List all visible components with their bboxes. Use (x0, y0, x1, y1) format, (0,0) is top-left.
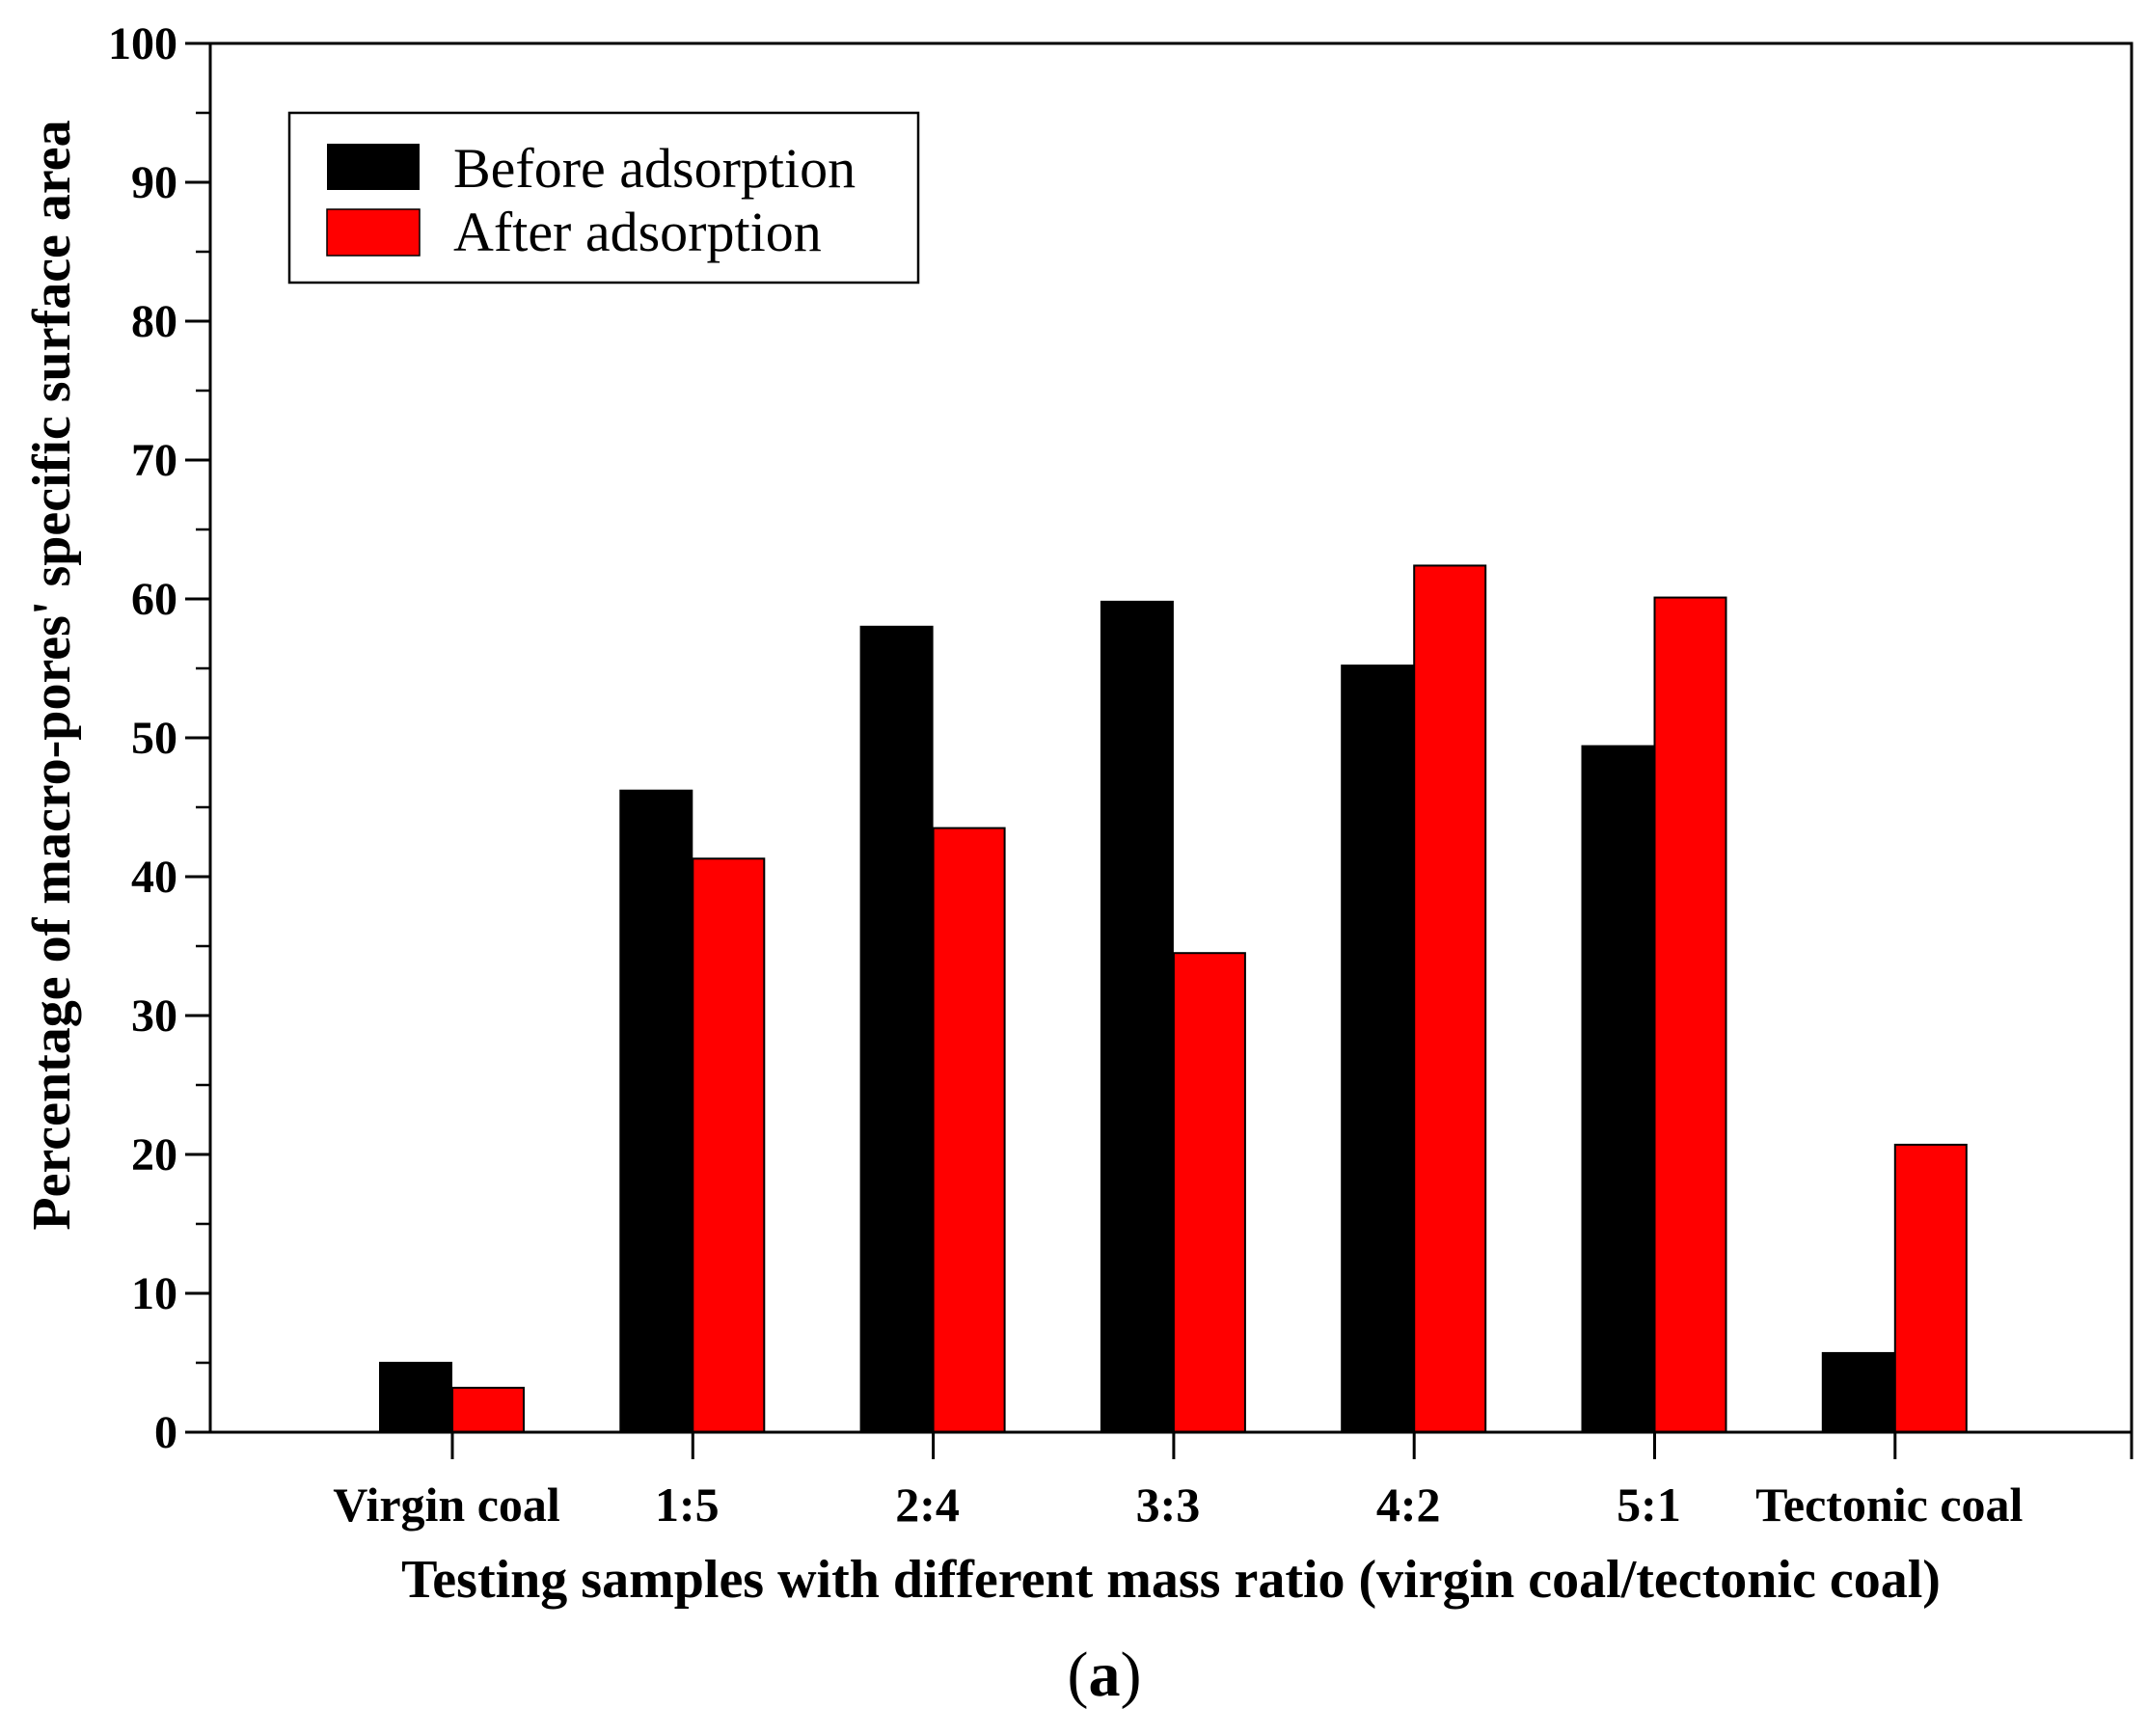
y-tick-label-100: 100 (108, 18, 177, 69)
x-tick-label-2: 1:5 (655, 1478, 720, 1532)
bar-before-2 (619, 789, 693, 1433)
panel-label-close: ) (1121, 1640, 1142, 1710)
bar-before-1 (379, 1362, 452, 1433)
bar-before-6 (1581, 745, 1655, 1433)
y-tick-label-10: 10 (131, 1268, 177, 1319)
y-tick-label-80: 80 (131, 296, 177, 347)
x-tick-label-3: 2:4 (895, 1478, 960, 1532)
legend: Before adsorption After adsorption (287, 111, 920, 285)
y-tick-label-60: 60 (131, 574, 177, 625)
x-axis-ticks: Virgin coal 1:5 2:4 3:3 4:2 5:1 Tectonic coal (333, 1432, 2133, 1532)
legend-swatch-before (327, 144, 420, 190)
bar-before-5 (1341, 665, 1415, 1433)
x-tick-label-5: 4:2 (1376, 1478, 1441, 1532)
y-tick-label-70: 70 (131, 435, 177, 486)
y-tick-label-30: 30 (131, 990, 177, 1042)
plot-frame (208, 41, 2133, 1434)
bar-after-6 (1653, 596, 1727, 1433)
y-tick-label-50: 50 (131, 713, 177, 764)
bar-after-5 (1413, 564, 1487, 1433)
bar-before-3 (859, 625, 934, 1433)
y-axis-ticks: 0 10 20 30 40 50 60 70 80 90 100 (108, 18, 210, 1458)
bars (379, 564, 1968, 1434)
x-tick-label-1: Virgin coal (333, 1478, 560, 1532)
bar-after-1 (451, 1386, 525, 1434)
bar-before-7 (1821, 1351, 1895, 1434)
bar-after-7 (1893, 1143, 1968, 1434)
bar-after-4 (1172, 952, 1246, 1433)
legend-label-after: After adsorption (453, 201, 822, 263)
panel-label-open: ( (1068, 1640, 1089, 1710)
y-tick-label-0: 0 (154, 1407, 177, 1458)
y-tick-label-90: 90 (131, 157, 177, 208)
y-tick-label-40: 40 (131, 852, 177, 903)
bar-after-2 (692, 857, 766, 1433)
bar-before-4 (1100, 600, 1174, 1433)
y-tick-label-20: 20 (131, 1129, 177, 1180)
x-axis-title: Testing samples with different mass rati… (401, 1550, 1941, 1610)
x-tick-label-6: 5:1 (1617, 1478, 1681, 1532)
bar-after-3 (932, 827, 1006, 1433)
panel-label-letter: a (1089, 1640, 1121, 1710)
legend-swatch-after (326, 208, 421, 257)
x-tick-label-4: 3:3 (1136, 1478, 1201, 1532)
y-axis-title: Percentage of macro-pores' specific surf… (22, 120, 82, 1230)
x-tick-label-7: Tectonic coal (1755, 1478, 2023, 1532)
legend-label-before: Before adsorption (453, 137, 856, 200)
panel-label: (a) (1068, 1640, 1142, 1710)
